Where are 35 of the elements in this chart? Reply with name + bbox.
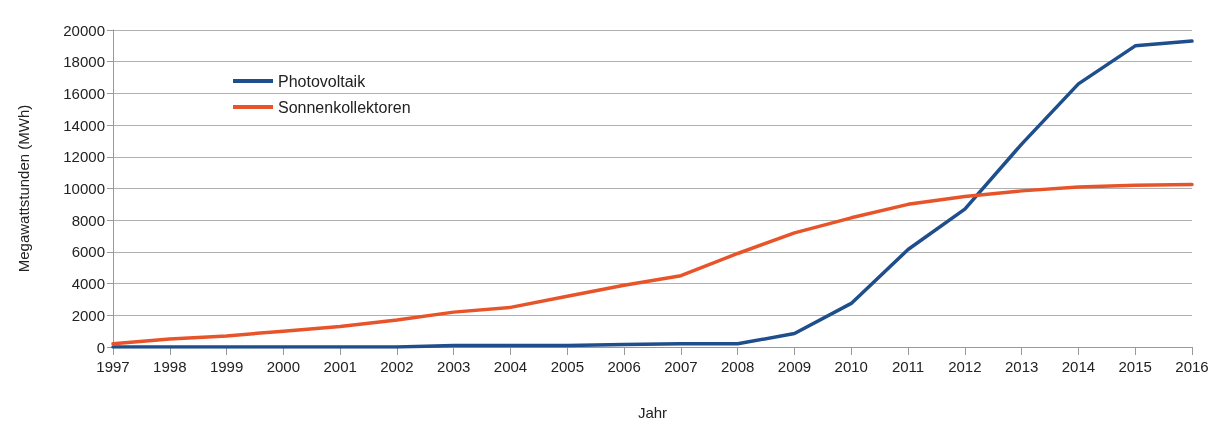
x-tick-label: 2004 [493,358,528,375]
x-tick-label: 2001 [323,358,357,375]
y-tick-label: 4000 [71,275,105,293]
legend-label: Sonnenkollektoren [278,98,411,116]
x-tick-label: 2003 [437,358,471,375]
x-tick-label: 2011 [891,358,925,375]
x-tick-label: 2013 [1004,358,1039,375]
x-tick-label: 2008 [721,358,755,375]
x-tick-label: 1999 [209,358,244,375]
y-tick-label: 0 [96,338,105,356]
x-tick-label: 2014 [1061,358,1096,375]
x-tick-label: 2006 [607,358,641,375]
y-tick-label: 14000 [63,116,105,134]
x-tick-label: 2015 [1118,358,1152,375]
y-tick-label: 16000 [63,84,105,102]
y-tick-label: 8000 [71,211,105,229]
x-tick-label: 1997 [96,358,130,375]
x-tick-label: 2012 [948,358,982,375]
y-axis-title: Megawattstunden (MWh) [15,104,32,273]
y-tick-label: 20000 [63,21,105,39]
y-tick-label: 18000 [63,53,105,71]
x-tick-label: 2000 [266,358,301,375]
y-tick-label: 6000 [71,243,105,261]
x-axis-title: Jahr [637,404,668,421]
y-tick-label: 12000 [63,148,105,166]
x-tick-label: 1998 [153,358,187,375]
x-tick-label: 2016 [1175,358,1209,375]
y-tick-label: 10000 [63,180,105,197]
x-tick-label: 2009 [777,358,812,375]
x-tick-label: 2007 [664,358,698,375]
x-tick-label: 2005 [550,358,584,375]
x-tick-label: 2010 [834,358,868,375]
legend-label: Photovoltaik [278,72,367,90]
y-tick-label: 2000 [71,306,105,324]
x-tick-label: 2002 [380,358,414,375]
